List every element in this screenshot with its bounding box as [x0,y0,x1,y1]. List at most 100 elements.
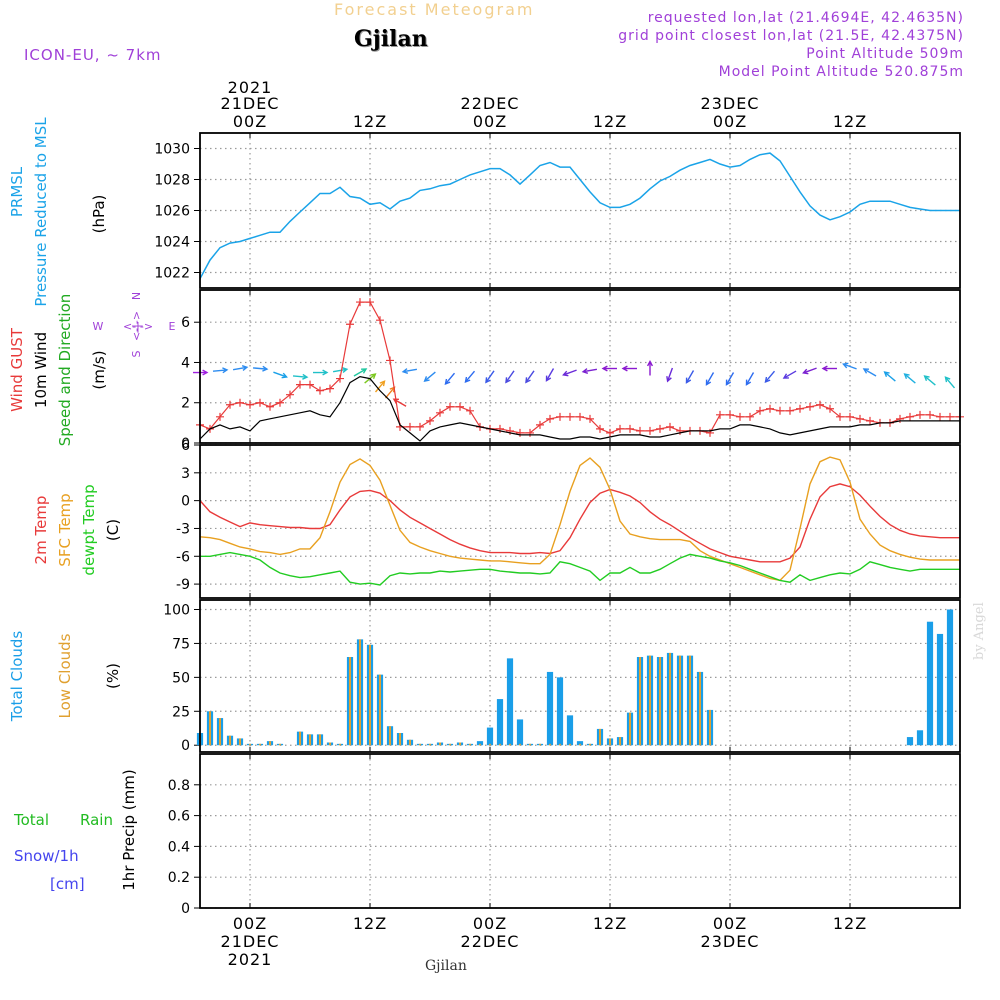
temp-2m-line [199,483,960,563]
ytick-label: 0.6 [168,809,190,825]
wind-arrow-head [241,365,249,371]
low-cloud-bar [539,743,541,746]
low-cloud-bar [429,743,431,746]
gust-marker [516,428,524,437]
gust-marker [386,356,394,365]
gust-marker [256,398,264,407]
ytick-label: 4 [181,355,190,371]
temp-sfc-line [199,456,960,582]
gust-marker [626,424,634,433]
bottom-time-label: 12Z [833,914,867,933]
low-cloud-bar [509,743,511,746]
gust-marker [586,414,594,423]
ytick-label: 1028 [154,173,190,189]
ylabel-percent: (%) [104,663,122,689]
low-cloud-bar [369,644,371,746]
total-cloud-bar [476,741,484,746]
wind-arrow-head [646,360,654,367]
low-cloud-bar [479,743,481,746]
low-cloud-bar [339,743,341,746]
gust-marker [916,410,924,419]
gust-marker [616,424,624,433]
ylabel-wind: 10m Wind [32,332,50,408]
wind-arrow [764,370,776,383]
bottom-time-label: 23DEC [701,932,760,951]
gust-marker [226,400,234,409]
bottom-time-label: 00Z [473,914,507,933]
gust-marker [556,412,564,421]
wind-arrow-head [745,379,752,386]
wind-arrow-head [545,375,552,382]
grid-point-coords: grid point closest lon,lat (21.5E, 42.43… [618,28,964,44]
compass-horizontal: <-|-> [123,320,153,333]
low-cloud-bar [679,655,681,746]
gust-marker [946,412,954,421]
compass-east: E [169,320,176,333]
gust-marker [356,298,364,307]
low-cloud-bar [589,743,591,746]
low-cloud-bar [559,743,561,746]
low-cloud-bar [329,742,331,746]
wind-arrow-head [821,365,828,372]
total-cloud-bar [936,633,944,746]
low-cloud-bar [639,657,641,746]
total-cloud-bar [496,699,504,746]
wind-arrow [505,370,515,383]
wind-arrow [402,368,418,373]
ylabel-ms: (m/s) [90,350,108,389]
low-cloud-bar [259,743,261,746]
wind-arrow-head [601,365,608,372]
wind-arrow-head [705,379,712,386]
ytick-label: 50 [172,670,190,686]
gust-marker [596,424,604,433]
ylabel-low-clouds: Low Clouds [56,633,74,718]
ylabel-direction: Speed and Direction [56,294,74,447]
panel-clouds: 0 25 50 75 100 [163,600,960,754]
low-cloud-bar [269,741,271,746]
wind-arrow-head [725,379,732,386]
wind-arrow [332,368,348,373]
ytick-label: 1030 [154,142,190,158]
ylabel-celsius: (C) [104,519,122,541]
wind-arrow [444,372,456,385]
wind-arrow [745,372,755,385]
top-time-label: 12Z [353,112,387,131]
bottom-time-label: 12Z [353,914,387,933]
top-time-label: 12Z [593,112,627,131]
requested-coords: requested lon,lat (21.4694E, 42.4635N) [647,10,964,26]
ytick-label: 0.2 [168,870,190,886]
low-cloud-bar [399,733,401,746]
gust-marker [406,422,414,431]
wind-arrow [863,368,877,377]
low-cloud-bar [419,743,421,746]
ylabel-precip: 1hr Precip (mm) [120,769,138,890]
low-cloud-bar [619,737,621,746]
gust-markers [196,298,964,437]
low-cloud-bar [489,743,491,746]
top-year-label: 2021 [228,78,273,97]
gust-marker [866,416,874,425]
wind-arrow [904,373,916,384]
wind-arrow [212,369,228,372]
low-cloud-bar [469,743,471,746]
wind-arrow [685,370,695,383]
low-cloud-bar [239,738,241,746]
gust-marker [936,412,944,421]
wind-arrow-head [262,365,269,372]
low-cloud-bar [349,657,351,746]
ylabel-pressure: Pressure Reduced to MSL [32,117,50,307]
bottom-time-label: 22DEC [461,932,520,951]
compass-north: N [130,292,143,300]
ytick-label: 1024 [154,235,190,251]
bottom-time-label: 21DEC [221,932,280,951]
cloud-bars [196,609,954,746]
gust-marker [786,406,794,415]
gust-marker [676,426,684,435]
panel-temperature: -9 -6 -3 0 3 6 [176,438,960,598]
gust-marker [796,404,804,413]
gust-marker [776,406,784,415]
compass-south: S [130,350,143,357]
wind-arrow [843,363,857,370]
wind-arrow-head [322,369,329,376]
low-cloud-bar [309,734,311,746]
